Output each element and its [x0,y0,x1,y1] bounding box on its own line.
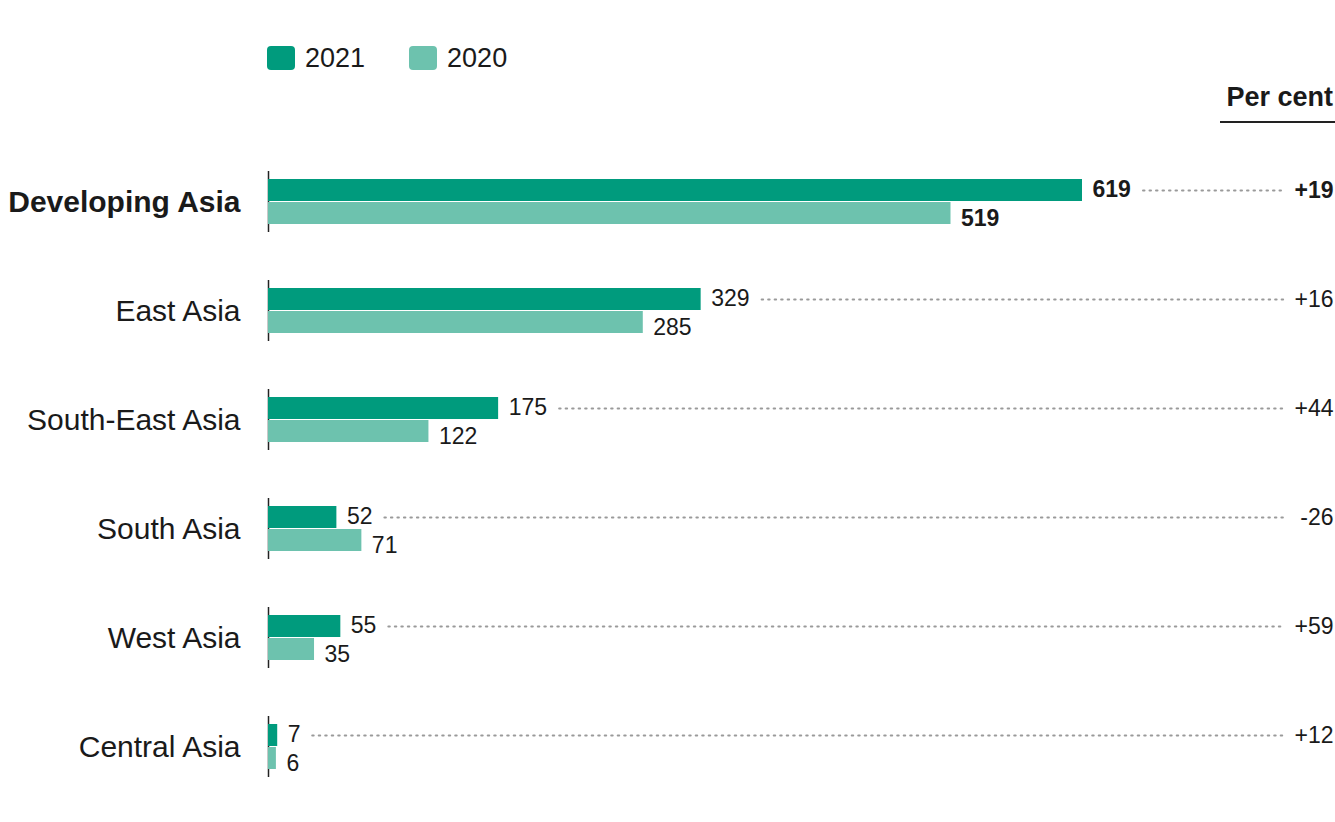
svg-text:35: 35 [325,641,351,667]
svg-text:71: 71 [372,532,398,558]
svg-text:6: 6 [286,750,299,776]
html-text:2020: 2020 [447,42,508,73]
svg-text:+59: +59 [1294,613,1333,639]
svg-text:+19: +19 [1294,177,1333,203]
svg-text:+16: +16 [1294,286,1333,312]
svg-text:East Asia: East Asia [115,294,240,327]
svg-text:South-East Asia: South-East Asia [27,403,241,436]
svg-text:55: 55 [351,612,377,638]
svg-text:285: 285 [653,314,691,340]
svg-text:West Asia: West Asia [108,621,241,654]
html-text:2021: 2021 [305,42,366,73]
svg-text:52: 52 [347,503,373,529]
svg-text:+44: +44 [1294,395,1333,421]
svg-text:175: 175 [509,394,547,420]
svg-text:619: 619 [1093,176,1131,202]
svg-text:329: 329 [711,285,749,311]
svg-text:Developing Asia: Developing Asia [8,185,241,218]
svg-text:South Asia: South Asia [97,512,241,545]
svg-text:122: 122 [439,423,477,449]
svg-text:-26: -26 [1300,504,1333,530]
svg-text:+12: +12 [1294,722,1333,748]
svg-text:519: 519 [961,205,999,231]
svg-text:Central Asia: Central Asia [79,730,241,763]
html-text:Per cent: Per cent [1226,82,1333,112]
svg-text:7: 7 [288,721,301,747]
